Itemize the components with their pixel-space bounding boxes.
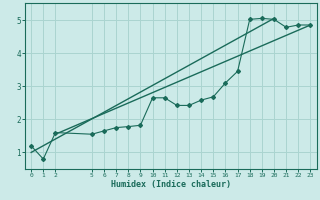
X-axis label: Humidex (Indice chaleur): Humidex (Indice chaleur)	[111, 180, 231, 189]
